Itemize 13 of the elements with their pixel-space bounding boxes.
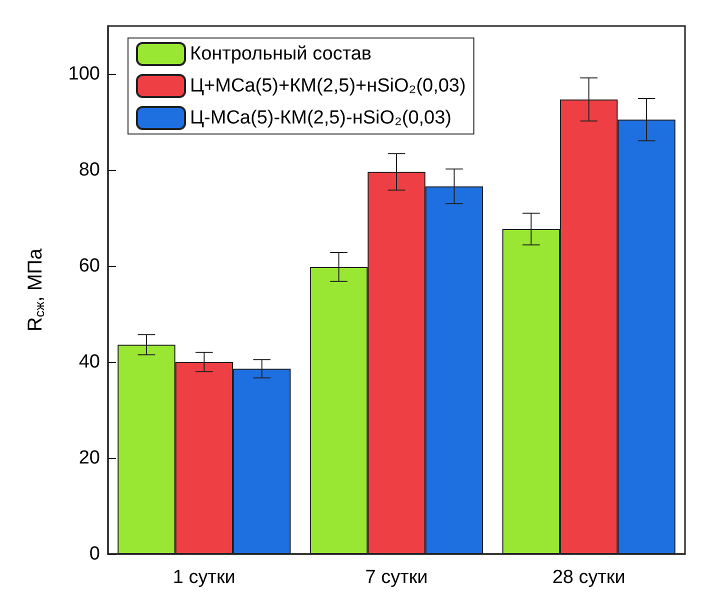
x-tick-label: 1 сутки <box>172 567 236 588</box>
x-tick-label: 28 сутки <box>552 567 626 588</box>
y-tick-label: 20 <box>78 448 100 468</box>
y-tick-label: 100 <box>68 64 100 84</box>
x-tick-label: 7 сутки <box>365 567 428 588</box>
y-tick-label: 80 <box>78 160 100 180</box>
y-axis-title: Rсж, МПа <box>24 248 47 332</box>
legend-label: Ц-МCa(5)-КМ(2,5)-нSiO₂(0,03) <box>190 108 452 128</box>
legend-label: Контрольный состав <box>190 44 372 64</box>
y-tick-label: 60 <box>78 256 100 276</box>
legend-label: Ц+МCa(5)+КМ(2,5)+нSiO₂(0,03) <box>190 76 466 96</box>
y-tick-label: 40 <box>78 352 100 372</box>
y-tick-label: 0 <box>89 544 100 564</box>
